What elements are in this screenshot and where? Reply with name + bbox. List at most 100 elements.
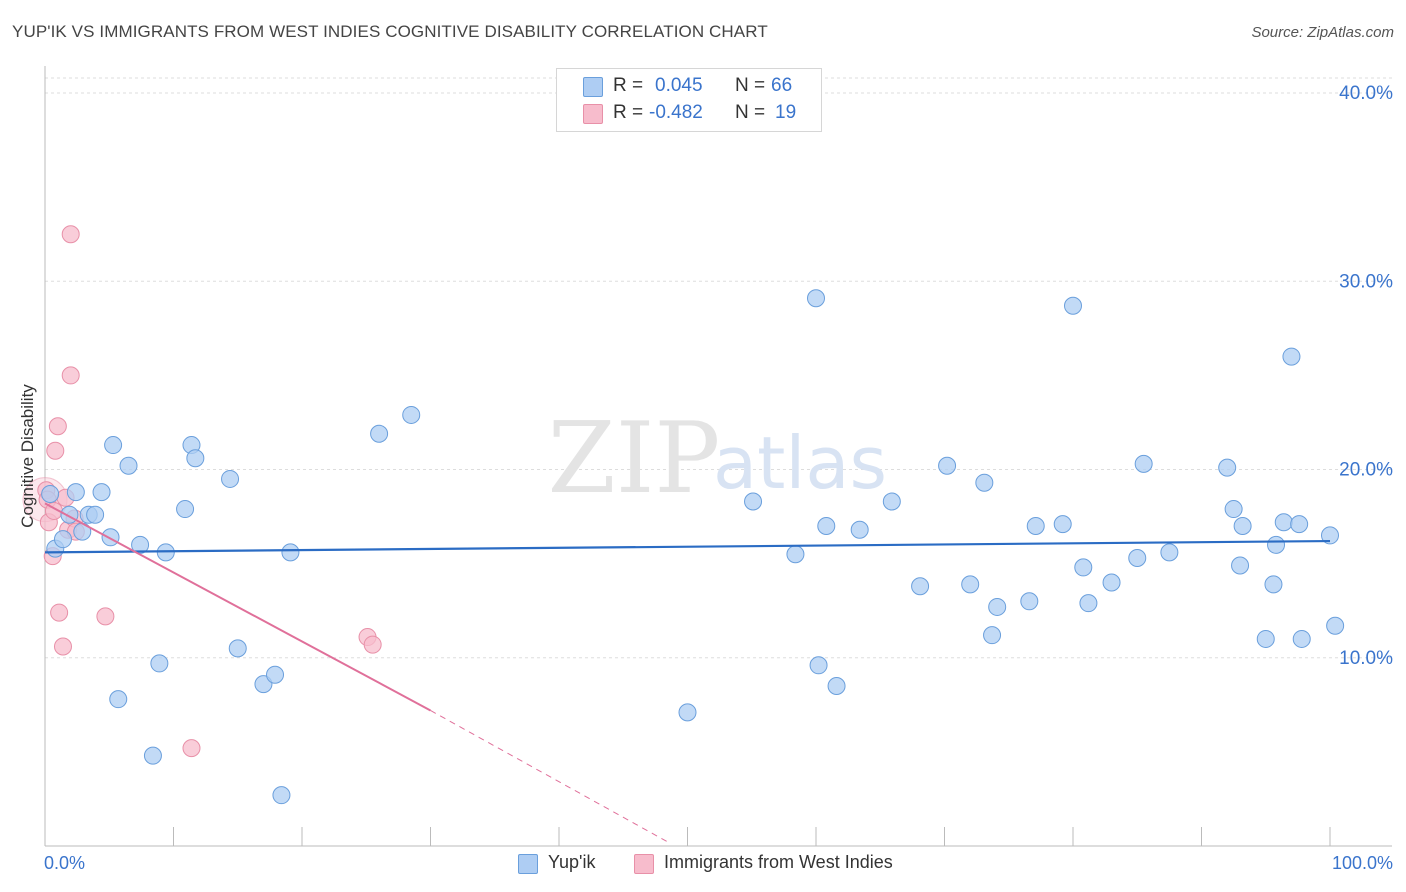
gridlines: [45, 77, 1392, 659]
data-point-yupik: [1231, 556, 1250, 575]
data-point-yupik: [1282, 347, 1301, 366]
data-point-yupik: [882, 492, 901, 511]
data-point-yupik: [744, 492, 763, 511]
data-point-yupik: [92, 483, 111, 502]
watermark-zip: ZIP: [548, 402, 721, 516]
data-point-yupik: [109, 690, 128, 709]
bottom-legend-swatch-immigrants: [634, 854, 654, 874]
data-point-yupik: [1064, 296, 1082, 315]
data-point-yupik: [41, 485, 60, 503]
data-point-yupik: [809, 656, 828, 675]
data-point-yupik: [817, 517, 836, 535]
data-point-immigrants: [46, 441, 65, 460]
data-point-yupik: [961, 575, 980, 594]
data-point-yupik: [53, 530, 72, 549]
data-point-yupik: [221, 469, 240, 488]
trend-lines: [44, 502, 1331, 843]
data-point-yupik: [150, 654, 169, 673]
data-point-yupik: [370, 424, 389, 443]
legend-n-label: N =: [735, 102, 766, 123]
data-point-immigrants: [61, 366, 80, 385]
y-axis-label: Cognitive Disability: [18, 384, 37, 528]
data-point-yupik: [101, 528, 120, 547]
data-point-yupik: [143, 746, 162, 765]
data-point-immigrants: [96, 607, 115, 626]
bottom-legend-label-immigrants: Immigrants from West Indies: [664, 852, 893, 872]
data-point-yupik: [911, 577, 930, 596]
data-point-yupik: [186, 449, 205, 468]
data-point-yupik: [1102, 573, 1121, 592]
trend-line-immigrants: [44, 502, 431, 712]
data-point-yupik: [1128, 549, 1147, 567]
data-point-yupik: [66, 483, 85, 502]
y-tick-label: 30.0%: [1339, 271, 1393, 292]
data-point-yupik: [786, 545, 805, 564]
data-point-yupik: [402, 405, 421, 424]
y-tick-label: 10.0%: [1339, 648, 1393, 669]
series-yupik-points: [41, 289, 1345, 805]
y-tick-label: 40.0%: [1339, 83, 1393, 104]
legend-swatch-yupik: [583, 77, 603, 97]
data-point-yupik: [1160, 543, 1179, 562]
data-point-yupik: [1292, 629, 1311, 648]
data-point-yupik: [1026, 517, 1045, 535]
data-point-yupik: [1053, 515, 1072, 534]
data-point-yupik: [272, 786, 291, 805]
data-point-yupik: [1020, 592, 1039, 611]
data-point-yupik: [1256, 629, 1275, 648]
legend-r-label: R =: [613, 102, 644, 123]
data-point-yupik: [1079, 594, 1098, 613]
data-point-yupik: [1274, 513, 1293, 532]
data-point-yupik: [1233, 517, 1252, 535]
data-point-immigrants: [48, 417, 67, 436]
legend-n-label: N =: [735, 75, 766, 96]
bottom-legend-swatch-yupik: [518, 854, 538, 874]
y-tick-label: 20.0%: [1339, 460, 1393, 481]
data-point-yupik: [1224, 500, 1243, 519]
data-point-yupik: [807, 289, 825, 308]
watermark-atlas: atlas: [713, 421, 887, 505]
data-point-yupik: [1326, 616, 1345, 635]
data-point-yupik: [1264, 575, 1283, 594]
bottom-legend-label-yupik: Yup'ik: [548, 852, 596, 872]
data-point-yupik: [266, 665, 285, 684]
chart-title: YUP'IK VS IMMIGRANTS FROM WEST INDIES CO…: [12, 22, 768, 41]
legend-swatch-immigrants: [583, 104, 603, 124]
tick-labels: 10.0% 20.0% 30.0% 40.0% 0.0% 100.0%: [44, 83, 1393, 873]
trend-line-yupik: [44, 539, 1331, 554]
data-point-yupik: [176, 500, 195, 519]
data-point-immigrants: [182, 739, 201, 758]
trend-line-immigrants-extension: [430, 710, 669, 843]
source-label: Source: ZipAtlas.com: [1251, 24, 1394, 41]
x-tick-label-min: 0.0%: [44, 853, 85, 873]
legend-n-value: 66: [771, 75, 793, 96]
data-point-yupik: [988, 597, 1007, 616]
data-point-yupik: [1134, 454, 1153, 473]
legend-r-value: -0.482: [649, 102, 703, 123]
data-point-yupik: [850, 520, 869, 539]
x-tick-label-max: 100.0%: [1332, 853, 1393, 873]
data-point-yupik: [1218, 458, 1237, 477]
data-point-yupik: [1321, 526, 1339, 545]
data-point-immigrants: [50, 603, 69, 622]
data-point-immigrants: [61, 225, 80, 244]
correlation-legend: R = 0.045 N = 66 R = -0.482 N = 19: [556, 68, 822, 132]
data-point-yupik: [1074, 558, 1093, 577]
data-point-yupik: [827, 677, 846, 695]
data-point-yupik: [119, 456, 138, 475]
data-point-yupik: [131, 535, 150, 554]
data-point-yupik: [975, 473, 994, 492]
legend-r-value: 0.045: [655, 75, 703, 96]
data-point-yupik: [1290, 515, 1309, 534]
data-point-yupik: [86, 505, 105, 524]
data-point-yupik: [983, 626, 1002, 645]
legend-r-label: R =: [613, 75, 644, 96]
legend-n-value: 19: [775, 102, 797, 123]
data-point-yupik: [938, 456, 957, 475]
data-point-immigrants: [363, 635, 382, 654]
axes: [44, 66, 1392, 847]
data-point-yupik: [104, 436, 123, 455]
data-point-yupik: [281, 543, 300, 562]
data-point-immigrants: [53, 637, 72, 656]
